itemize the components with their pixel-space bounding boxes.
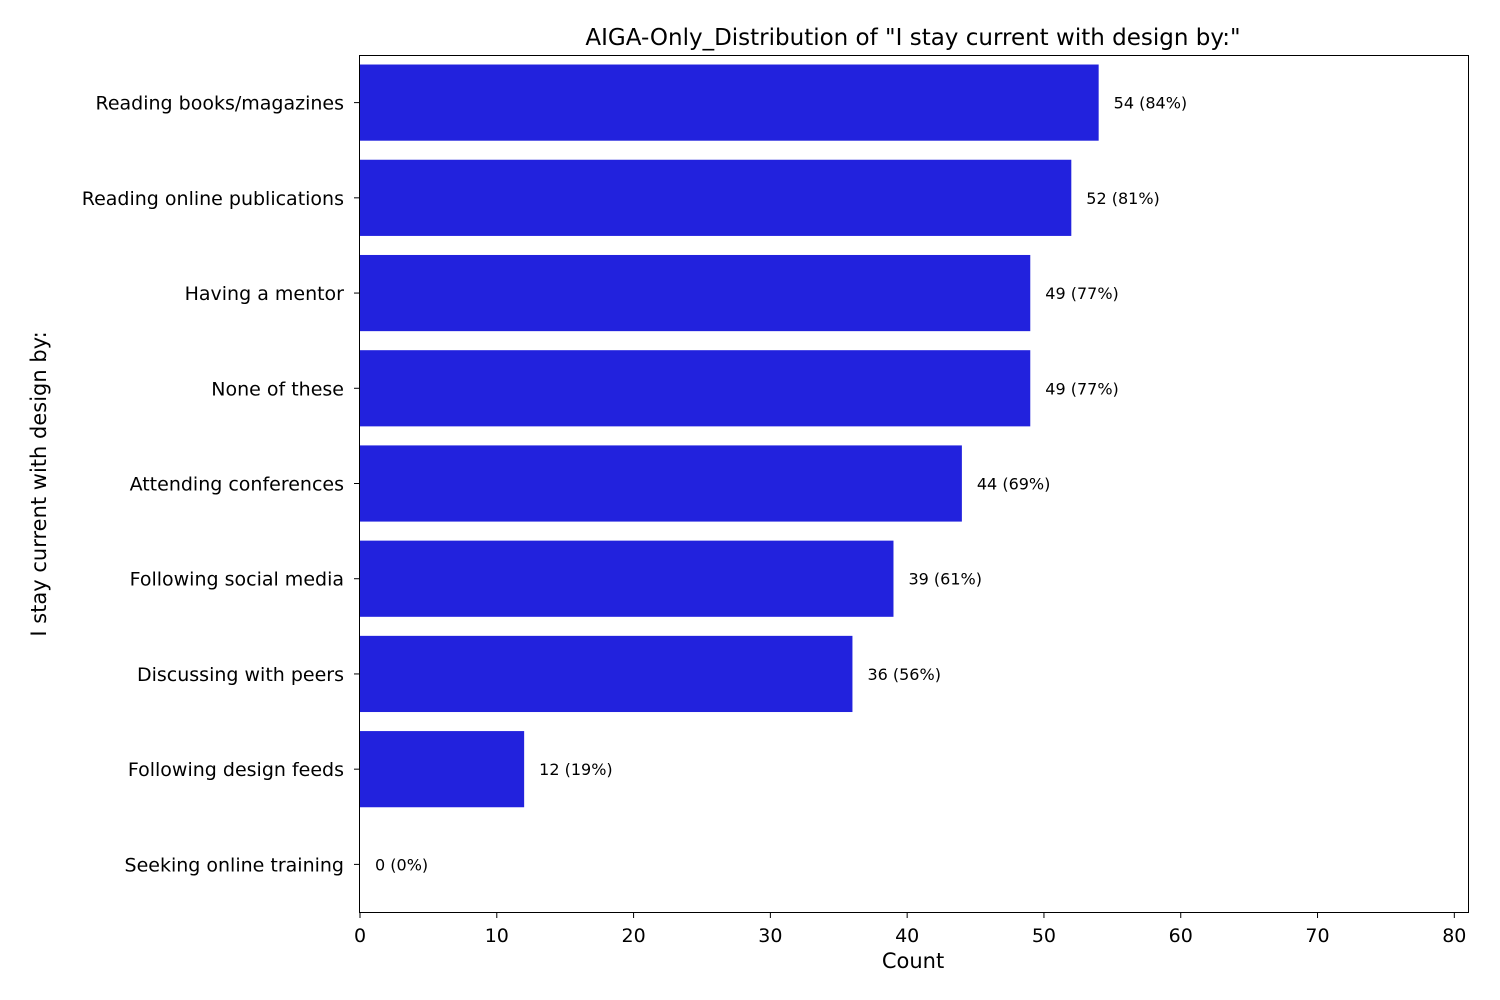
data-label-8: 0 (0%) <box>375 855 428 874</box>
data-label-3: 49 (77%) <box>1045 379 1119 398</box>
data-label-0: 54 (84%) <box>1114 94 1188 113</box>
bar-1 <box>360 159 1072 236</box>
y-tick-label-1: Reading online publications <box>82 188 344 210</box>
x-tick-label-3: 30 <box>758 925 782 947</box>
y-tick-label-3: None of these <box>211 378 344 400</box>
x-tick-label-6: 60 <box>1169 925 1193 947</box>
y-tick-label-6: Discussing with peers <box>137 664 344 686</box>
data-label-1: 52 (81%) <box>1086 189 1160 208</box>
bars-group <box>360 64 1099 808</box>
x-tick-label-2: 20 <box>621 925 645 947</box>
y-axis-label: I stay current with design by: <box>27 331 51 636</box>
x-ticks: 0 10 20 30 40 50 60 70 80 <box>354 912 1466 947</box>
bar-6 <box>360 635 853 713</box>
x-tick-label-1: 10 <box>485 925 509 947</box>
y-tick-label-2: Having a mentor <box>185 283 345 305</box>
x-tick-label-0: 0 <box>354 925 366 947</box>
data-label-7: 12 (19%) <box>539 760 613 779</box>
y-tick-label-0: Reading books/magazines <box>95 93 344 115</box>
y-tick-label-8: Seeking online training <box>125 854 344 876</box>
bar-5 <box>360 540 894 617</box>
bar-7 <box>360 731 525 808</box>
x-tick-label-4: 40 <box>895 925 919 947</box>
bar-4 <box>360 445 962 522</box>
plot-frame <box>359 55 1469 913</box>
y-tick-labels: Reading books/magazines Reading online pu… <box>82 93 360 876</box>
x-axis-label: Count <box>882 949 944 973</box>
bar-3 <box>360 350 1031 427</box>
x-tick-label-5: 50 <box>1032 925 1056 947</box>
y-tick-label-4: Attending conferences <box>130 474 344 496</box>
x-tick-label-7: 70 <box>1305 925 1329 947</box>
data-label-6: 36 (56%) <box>867 665 941 684</box>
bar-2 <box>360 254 1031 332</box>
x-tick-label-8: 80 <box>1442 925 1466 947</box>
data-labels: 54 (84%) 52 (81%) 49 (77%) 49 (77%) 44 (69%)… <box>375 94 1187 875</box>
data-label-2: 49 (77%) <box>1045 284 1119 303</box>
chart-title: AIGA-Only_Distribution of "I stay curren… <box>585 25 1240 51</box>
y-tick-label-7: Following design feeds <box>128 759 344 781</box>
data-label-4: 44 (69%) <box>977 475 1050 494</box>
y-tick-label-5: Following social media <box>130 569 344 591</box>
data-label-5: 39 (61%) <box>908 570 982 589</box>
bar-0 <box>360 64 1099 141</box>
